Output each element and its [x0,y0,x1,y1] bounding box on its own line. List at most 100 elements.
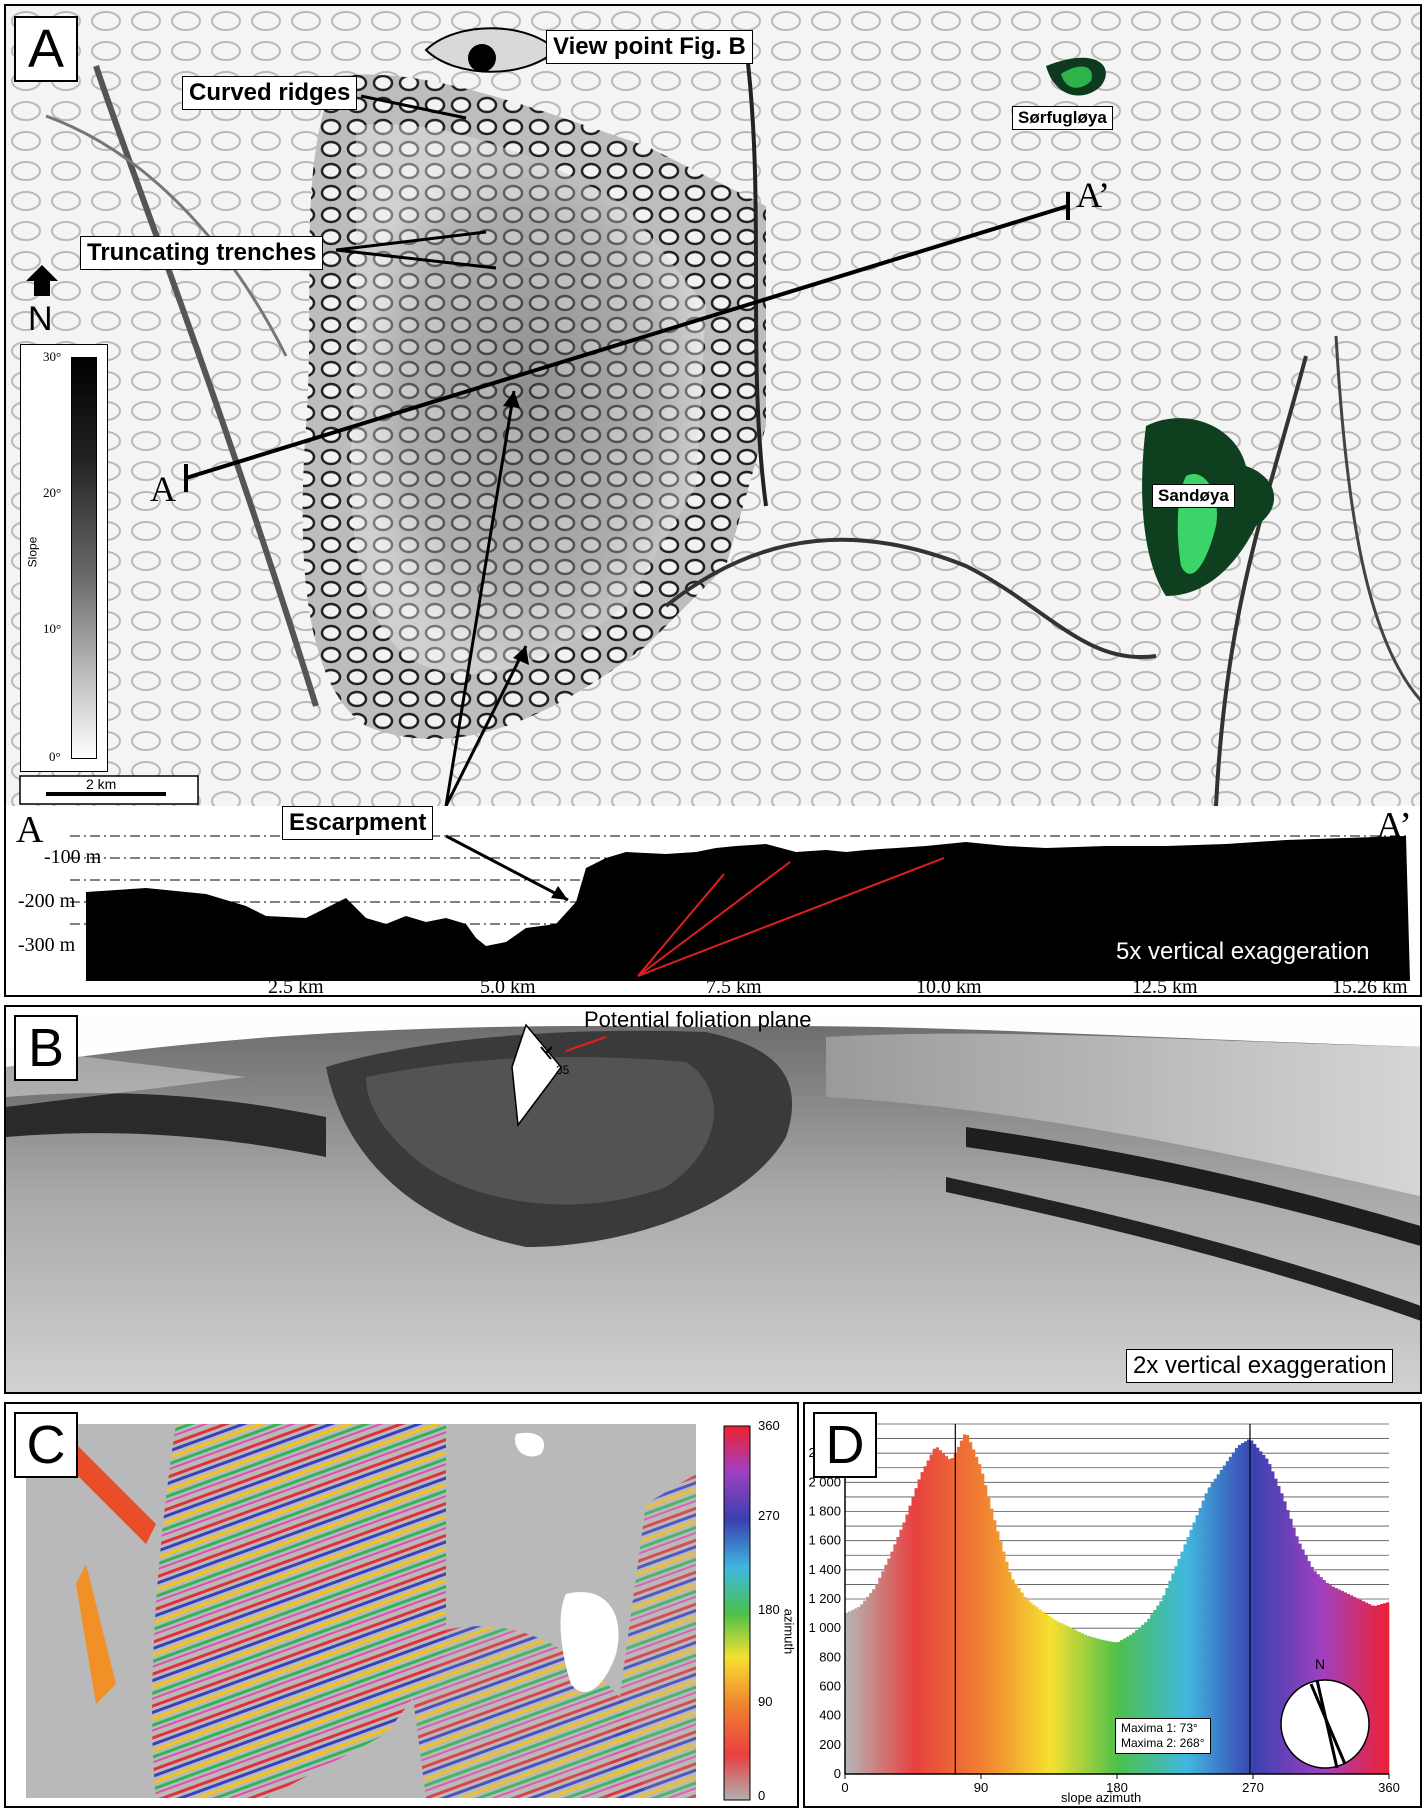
histogram-bar [1095,1638,1100,1774]
histogram-bar [1274,1478,1278,1774]
histogram-bar [1077,1631,1082,1774]
x-tick-label: 180 [1106,1780,1128,1795]
profile-x-tick-2: 5.0 km [480,976,536,997]
histogram-bar [1271,1471,1275,1774]
histogram-bar [1086,1635,1091,1774]
profile-x-tick-6: 15.26 km [1332,976,1408,997]
slope-tick-10: 10° [43,621,62,636]
histogram-bar [1358,1599,1363,1774]
histogram-bar [1352,1596,1357,1774]
histogram-bar [1059,1623,1063,1774]
histogram-bar [1044,1613,1048,1774]
histogram-bar [1171,1573,1175,1774]
histogram-bar [1228,1456,1233,1774]
profile-y-tick-100: -100 m [44,846,102,868]
x-tick-label: 360 [1378,1780,1400,1795]
histogram-bar [1135,1630,1139,1774]
profile-x-tick-1: 2.5 km [268,976,324,997]
histogram-bar [1074,1630,1079,1774]
histogram-bar [1283,1501,1287,1774]
histogram-bar [938,1450,943,1774]
histogram-bar [1032,1604,1036,1774]
histogram-bar [1083,1634,1088,1774]
histogram-bar [917,1479,921,1774]
profile-start-label: A [16,809,44,851]
y-tick-label: 0 [834,1766,841,1781]
histogram-bar [1259,1451,1263,1774]
histogram-bar [1144,1622,1148,1774]
histogram-bar [1286,1510,1290,1774]
panel-d-letter: D [813,1412,877,1478]
histogram-bar [1310,1566,1314,1774]
histogram-bar [872,1589,876,1774]
histogram-bar [968,1442,973,1774]
histogram-bar [1189,1529,1193,1774]
slope-map [6,6,1420,806]
slope-tick-0: 0° [49,749,61,764]
x-tick-label: 90 [974,1780,988,1795]
histogram-bar [1249,1440,1254,1774]
north-label: N [28,300,53,338]
sorfugloya-label: Sørfugløya [1012,106,1113,130]
y-tick-label: 1 600 [808,1533,841,1548]
histogram-bar [1195,1515,1199,1774]
histogram-bar [1159,1601,1163,1774]
rose-petal [1309,1683,1347,1765]
view-point-label: View point Fig. B [546,30,753,64]
histogram-bar [1379,1604,1384,1774]
profile-plot [70,834,1410,981]
histogram-bar [1280,1493,1284,1774]
profile-end-label: A’ [1376,805,1412,847]
histogram-bar [947,1459,952,1774]
histogram-bar [1355,1598,1360,1774]
histogram-bar [923,1466,927,1774]
histogram-bar [965,1434,970,1774]
x-tick-label: 270 [1242,1780,1264,1795]
histogram-bar [1385,1602,1390,1774]
histogram-bar [1183,1544,1187,1774]
histogram-bar [1132,1632,1136,1774]
histogram-bar [914,1488,918,1774]
histogram-bar [866,1596,870,1774]
histogram-bar [1023,1596,1027,1774]
histogram-bar [908,1505,912,1774]
histogram-bar [887,1558,891,1774]
colorbar-tick-90: 90 [758,1694,773,1709]
histogram-bar [1322,1580,1326,1774]
histogram-bar [1038,1609,1042,1774]
escarpment-label: Escarpment [282,806,434,840]
histogram-bar [1153,1609,1157,1774]
histogram-bar [956,1446,961,1774]
histogram-bar [902,1522,906,1774]
histogram-bar [896,1537,900,1774]
histogram-bar [1147,1618,1151,1774]
scale-bar-label: 2 km [86,776,117,792]
panel-c: C 360 270 180 90 0 azimuth [4,1402,799,1808]
histogram-bar [1165,1588,1169,1774]
colorbar-tick-360: 360 [758,1418,780,1433]
histogram-bar [1120,1640,1124,1774]
histogram-bar [926,1460,930,1774]
y-tick-label: 1 800 [808,1504,841,1519]
panel-c-letter: C [14,1412,78,1478]
maxima-2: Maxima 2: 268° [1121,1736,1205,1750]
maxima-box: Maxima 1: 73° Maxima 2: 268° [1115,1718,1211,1754]
y-tick-label: 200 [819,1737,841,1752]
histogram-bar [981,1473,985,1774]
histogram-bar [1056,1621,1060,1774]
rose-north-label: N [1315,1656,1326,1672]
histogram-bar [1092,1637,1097,1774]
slope-legend-title: Slope [25,536,40,568]
histogram-bar [1089,1636,1094,1774]
histogram-bar [911,1496,915,1774]
foliation-dip: 35 [556,1063,570,1077]
profile-exaggeration: 5x vertical exaggeration [1116,938,1370,965]
histogram-bar [1340,1590,1344,1774]
panel-a: A View point Fig. B Curved ridges Trunca… [4,4,1422,997]
histogram-bar [1370,1605,1375,1774]
histogram-bar [1231,1452,1236,1774]
histogram-bar [974,1456,979,1774]
histogram-bar [1126,1636,1130,1774]
histogram-bar [1186,1537,1190,1774]
